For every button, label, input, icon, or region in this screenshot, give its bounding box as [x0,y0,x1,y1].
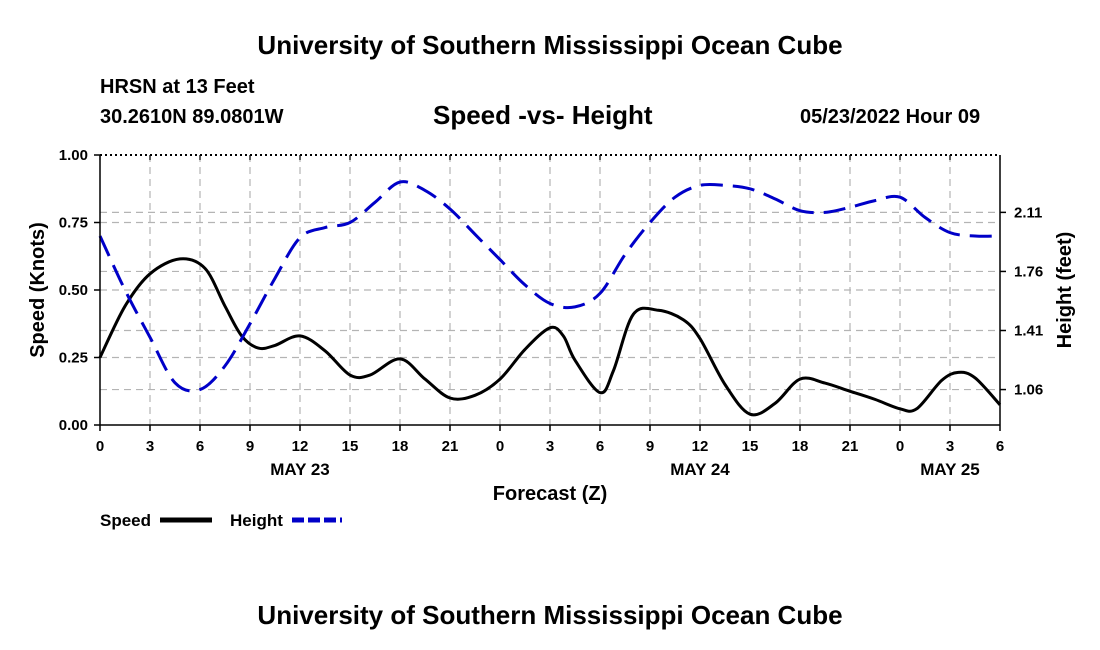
series-height-line [98,180,1001,393]
x-tick-label: 3 [546,438,554,455]
x-tick-label: 18 [792,438,809,455]
legend-height-label: Height [230,511,283,530]
x-tick-label: 0 [96,438,104,455]
x-tick-label: 0 [896,438,904,455]
footer-title: University of Southern Mississippi Ocean… [257,600,843,630]
y-tick-label: 0.50 [59,282,88,299]
forecast-datetime: 05/23/2022 Hour 09 [800,106,981,128]
x-tick-label: 6 [196,438,204,455]
x-tick-label: 6 [596,438,604,455]
series-speed-line [98,257,1002,417]
date-label: MAY 25 [920,460,980,479]
y-tick-label: 0.00 [59,417,88,434]
x-tick-label: 21 [842,438,859,455]
y2-tick-label: 1.76 [1014,263,1043,280]
station-coordinates: 30.2610N 89.0801W [100,106,284,128]
y2-tick-label: 2.11 [1014,204,1042,221]
x-tick-label: 9 [246,438,254,455]
y2-tick-label: 1.06 [1014,382,1043,399]
date-label: MAY 23 [270,460,330,479]
legend-speed-label: Speed [100,511,151,530]
x-tick-label: 18 [392,438,409,455]
grid-lines [100,155,1000,425]
x-tick-label: 3 [146,438,154,455]
x-tick-label: 21 [442,438,459,455]
series-layer [98,180,1002,417]
x-tick-label: 12 [292,438,309,455]
y-tick-label: 0.75 [59,215,88,232]
x-tick-label: 3 [946,438,954,455]
station-label: HRSN at 13 Feet [100,76,255,98]
y-axis-label: Speed (Knots) [27,222,49,358]
main-title: University of Southern Mississippi Ocean… [257,30,843,60]
x-tick-label: 9 [646,438,654,455]
tick-labels: 0 3 6 9 12 15 18 21 0 3 6 9 12 15 18 21 0 3 6 MAY 23 MAY 24 M… [59,147,1043,479]
x-tick-label: 0 [496,438,504,455]
date-label: MAY 24 [670,460,730,479]
x-axis-label: Forecast (Z) [493,483,607,505]
legend: Speed Height [100,511,342,530]
axes [94,154,1006,431]
x-tick-label: 6 [996,438,1004,455]
y2-tick-label: 1.41 [1014,323,1043,340]
x-tick-label: 12 [692,438,709,455]
y-tick-label: 1.00 [59,147,88,164]
y-tick-label: 0.25 [59,350,88,367]
y2-axis-label: Height (feet) [1054,232,1076,349]
x-tick-label: 15 [342,438,359,455]
x-tick-label: 15 [742,438,759,455]
chart-title: Speed -vs- Height [433,100,653,130]
